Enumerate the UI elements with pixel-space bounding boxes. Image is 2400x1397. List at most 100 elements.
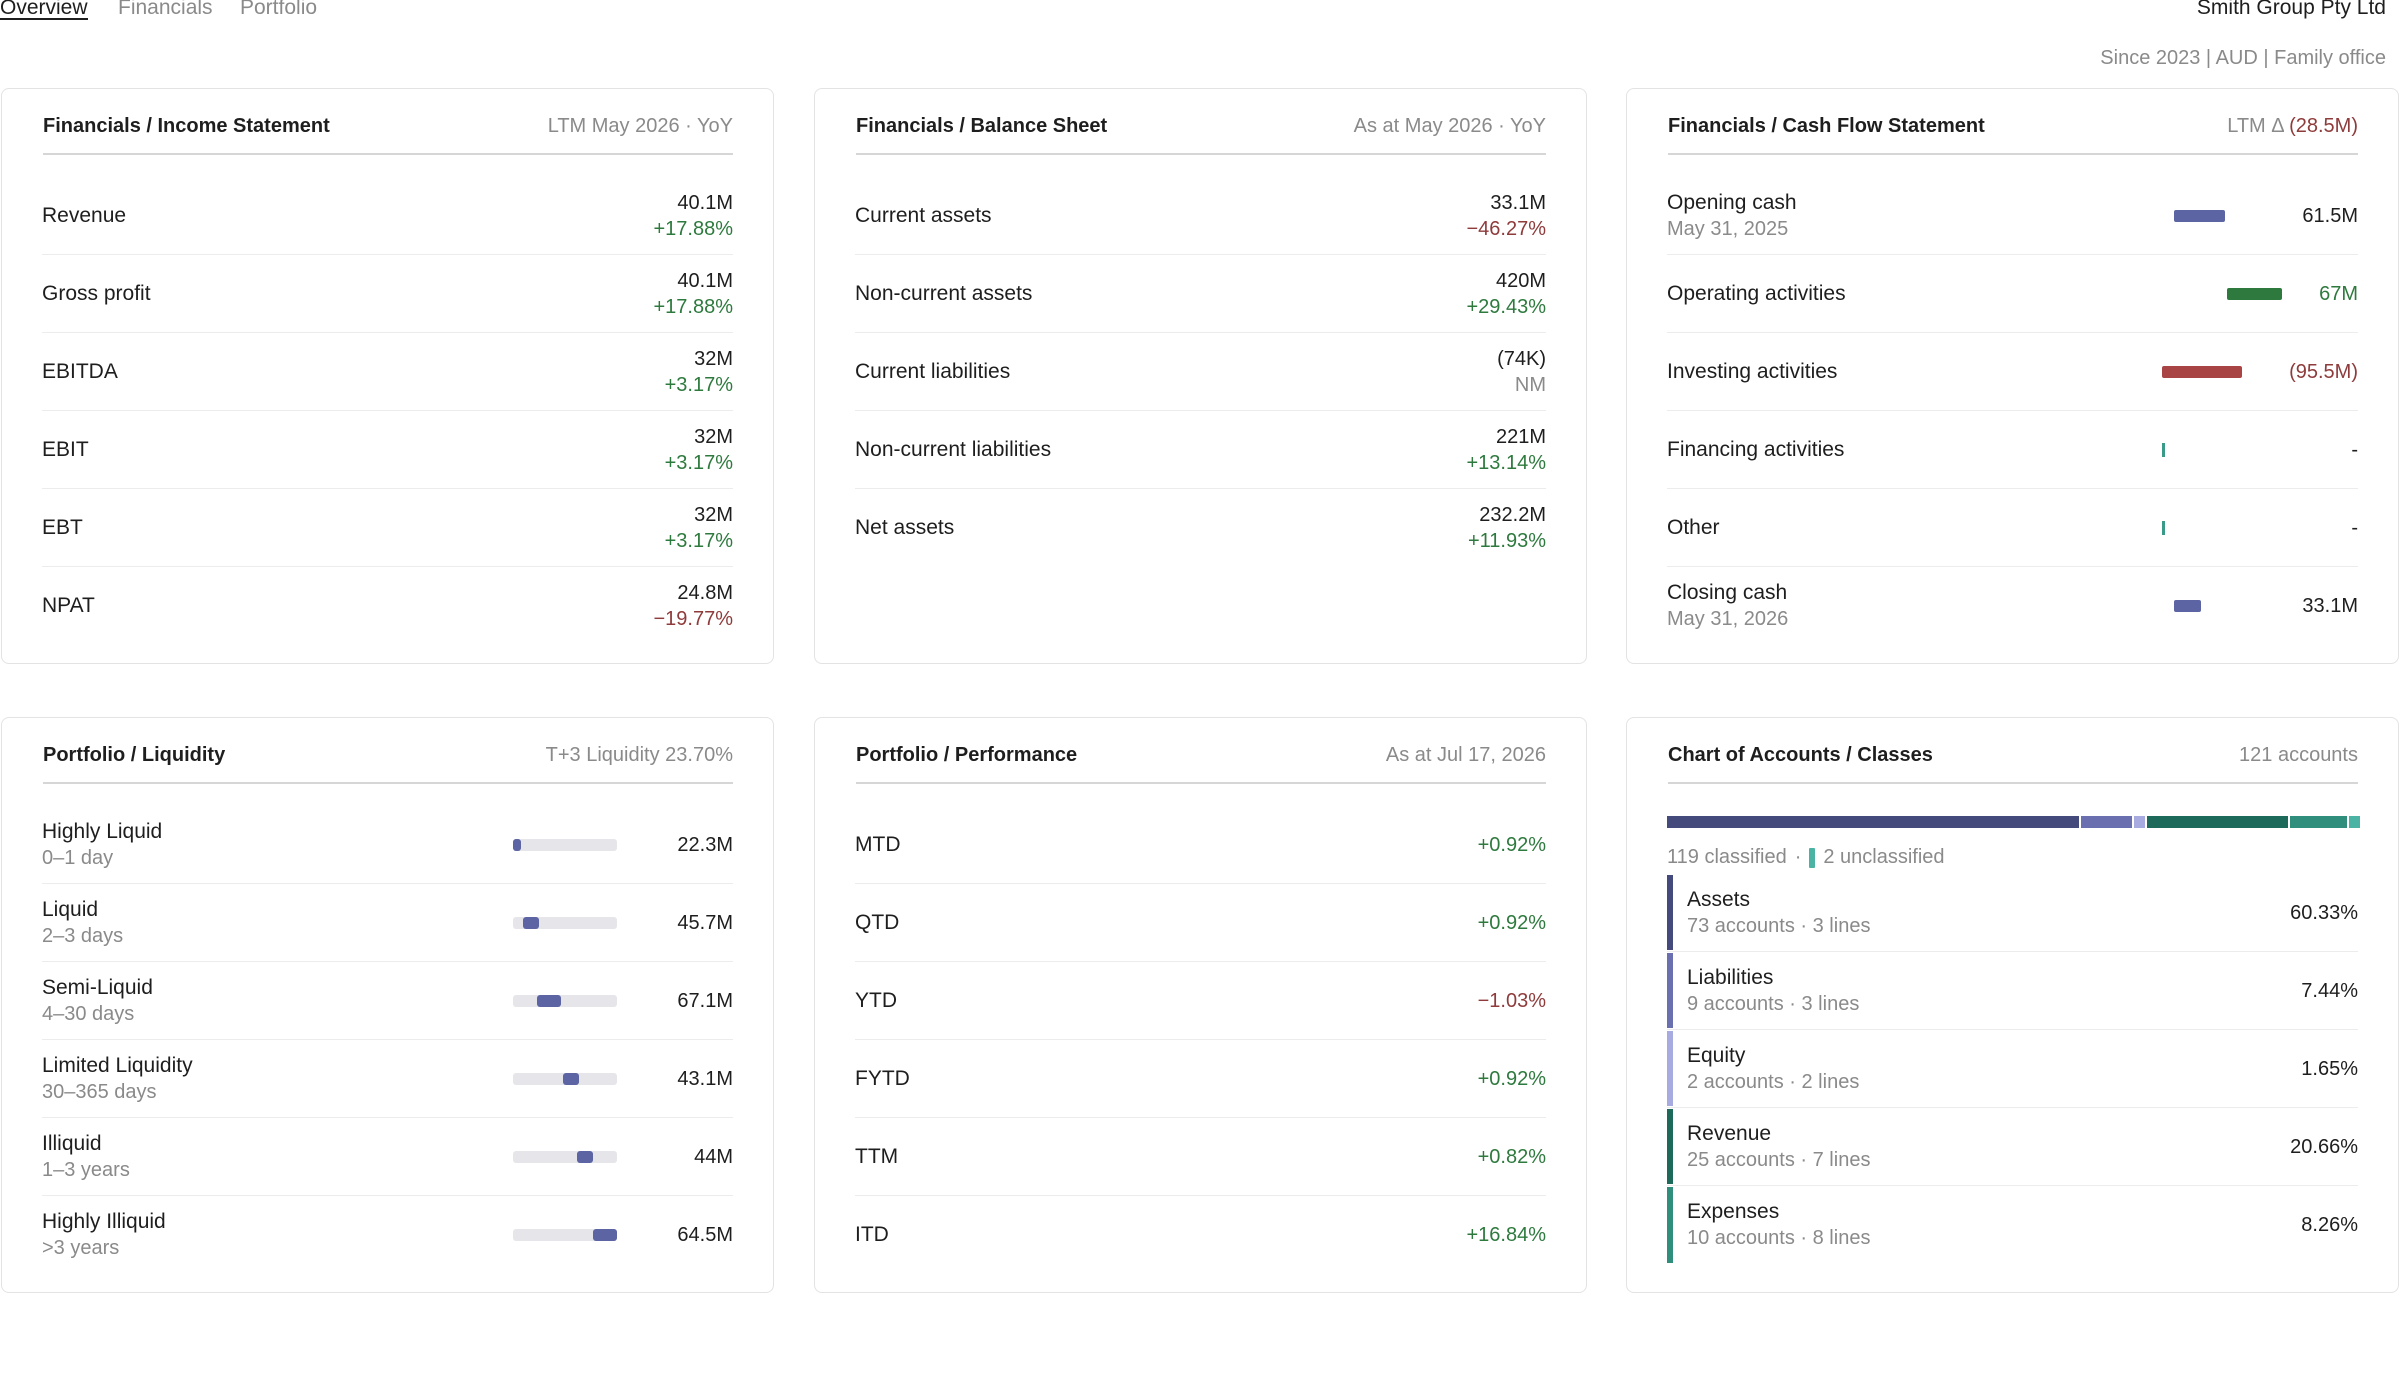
class-label-group: Equity 2 accounts · 2 lines [1687, 1043, 1859, 1095]
line-item-values: (74K) NM [1497, 346, 1546, 398]
line-item-amount: 232.2M [1479, 504, 1546, 526]
performance-row[interactable]: MTD +0.92% [855, 806, 1546, 884]
liquidity-horizon: 30–365 days [42, 1080, 157, 1103]
cash-flow-bar [2174, 210, 2225, 222]
card-period: T+3 Liquidity 23.70% [545, 744, 733, 766]
account-class-row[interactable]: Assets 73 accounts · 3 lines 60.33% [1667, 874, 2358, 952]
performance-row[interactable]: ITD +16.84% [855, 1196, 1546, 1274]
cash-flow-label: Operating activities [1667, 281, 1846, 305]
card-title[interactable]: Chart of Accounts / Classes [1668, 744, 1933, 766]
top-navigation: Overview Financials Portfolio Smith Grou… [0, 0, 2400, 24]
account-class-row[interactable]: Expenses 10 accounts · 8 lines 8.26% [1667, 1186, 2358, 1264]
liquidity-row[interactable]: Highly Illiquid >3 years 64.5M [42, 1196, 733, 1274]
liquidity-row[interactable]: Limited Liquidity 30–365 days 43.1M [42, 1040, 733, 1118]
line-item-row[interactable]: Non-current liabilities 221M +13.14% [855, 411, 1546, 489]
performance-row[interactable]: FYTD +0.92% [855, 1040, 1546, 1118]
line-item-row[interactable]: Current liabilities (74K) NM [855, 333, 1546, 411]
line-item-values: 420M +29.43% [1466, 268, 1546, 320]
cash-flow-row[interactable]: Opening cash May 31, 2025 61.5M [1667, 177, 2358, 255]
balance-sheet-card: Financials / Balance Sheet As at May 202… [814, 88, 1587, 664]
line-item-amount: 32M [694, 503, 733, 526]
line-item-values: 33.1M −46.27% [1466, 190, 1546, 242]
class-color-bar [1667, 875, 1673, 950]
liquidity-bar-track [513, 995, 617, 1007]
segment-liabilities [2081, 816, 2132, 828]
line-item-values: 32M +3.17% [665, 346, 733, 398]
liquidity-bar-track [513, 917, 617, 929]
liquidity-amount: 44M [694, 1145, 733, 1168]
line-item-amount: 40.1M [677, 191, 733, 214]
line-item-row[interactable]: Net assets 232.2M +11.93% [855, 489, 1546, 567]
line-item-values: 40.1M +17.88% [653, 268, 733, 320]
card-title[interactable]: Financials / Income Statement [43, 115, 330, 137]
class-share: 60.33% [2290, 901, 2358, 924]
account-class-row[interactable]: Equity 2 accounts · 2 lines 1.65% [1667, 1030, 2358, 1108]
line-item-row[interactable]: EBITDA 32M +3.17% [42, 333, 733, 411]
cash-flow-row[interactable]: Financing activities - [1667, 411, 2358, 489]
class-details: 73 accounts · 3 lines [1687, 914, 1871, 937]
tab-portfolio[interactable]: Portfolio [240, 0, 318, 19]
liquidity-bar-track [513, 1151, 617, 1163]
net-change-value: (28.5M) [2289, 115, 2358, 137]
line-item-values: 24.8M −19.77% [653, 580, 733, 632]
line-item-row[interactable]: Revenue 40.1M +17.88% [42, 177, 733, 255]
line-item-values: 32M +3.17% [665, 502, 733, 554]
line-item-change: +3.17% [664, 373, 733, 396]
card-title[interactable]: Portfolio / Liquidity [43, 744, 226, 766]
line-item-row[interactable]: EBT 32M +3.17% [42, 489, 733, 567]
income-statement-card: Financials / Income Statement LTM May 20… [1, 88, 774, 664]
cash-flow-row[interactable]: Investing activities (95.5M) [1667, 333, 2358, 411]
unclassified-swatch [1809, 847, 1816, 868]
performance-rows: MTD +0.92% QTD +0.92% YTD −1.03% FYTD +0.92% TTM… [855, 806, 1546, 1274]
line-item-change: NM [1514, 373, 1546, 396]
line-item-row[interactable]: EBIT 32M +3.17% [42, 411, 733, 489]
line-item-row[interactable]: Current assets 33.1M −46.27% [855, 177, 1546, 255]
tab-financials[interactable]: Financials [118, 0, 213, 19]
line-item-amount: 32M [694, 347, 733, 370]
class-details: 10 accounts · 8 lines [1687, 1227, 1871, 1249]
income-rows: Revenue 40.1M +17.88% Gross profit 40.1M +17.… [42, 177, 733, 645]
liquidity-amount: 22.3M [677, 833, 733, 856]
cash-flow-label: Investing activities [1667, 359, 1838, 383]
line-item-amount: 32M [694, 425, 733, 448]
card-title[interactable]: Financials / Balance Sheet [856, 115, 1108, 137]
unclassified-count[interactable]: 2 unclassified [1823, 846, 1945, 868]
line-item-row[interactable]: Gross profit 40.1M +17.88% [42, 255, 733, 333]
line-item-label: Current liabilities [855, 359, 1011, 383]
performance-return: +0.82% [1477, 1145, 1546, 1168]
liquidity-row[interactable]: Illiquid 1–3 years 44M [42, 1118, 733, 1196]
cash-flow-row[interactable]: Other - [1667, 489, 2358, 567]
cash-flow-label: Opening cash [1667, 190, 1797, 214]
line-item-row[interactable]: NPAT 24.8M −19.77% [42, 567, 733, 645]
performance-row[interactable]: TTM +0.82% [855, 1118, 1546, 1196]
performance-row[interactable]: YTD −1.03% [855, 962, 1546, 1040]
performance-period: TTM [855, 1144, 899, 1168]
class-color-bar [1667, 953, 1673, 1028]
cash-flow-row[interactable]: Closing cash May 31, 2026 33.1M [1667, 567, 2358, 645]
line-item-change: +17.88% [653, 217, 733, 240]
line-item-amount: 24.8M [677, 582, 733, 604]
performance-return: −1.03% [1477, 989, 1546, 1012]
line-item-amount: 420M [1495, 269, 1546, 292]
cash-flow-bar [2162, 366, 2242, 378]
line-item-change: +29.43% [1466, 295, 1546, 318]
performance-return: +0.92% [1477, 1067, 1546, 1090]
performance-row[interactable]: QTD +0.92% [855, 884, 1546, 962]
liquidity-bar-fill [537, 995, 561, 1007]
entity-name[interactable]: Smith Group Pty Ltd [2196, 0, 2386, 19]
card-title[interactable]: Financials / Cash Flow Statement [1668, 115, 1985, 137]
liquidity-row[interactable]: Semi-Liquid 4–30 days 67.1M [42, 962, 733, 1040]
liquidity-row[interactable]: Liquid 2–3 days 45.7M [42, 884, 733, 962]
line-item-row[interactable]: Non-current assets 420M +29.43% [855, 255, 1546, 333]
liquidity-label-group: Liquid 2–3 days [42, 897, 123, 949]
account-class-row[interactable]: Revenue 25 accounts · 7 lines 20.66% [1667, 1108, 2358, 1186]
liquidity-amount: 45.7M [677, 911, 733, 934]
cash-flow-row[interactable]: Operating activities 67M [1667, 255, 2358, 333]
card-period: As at Jul 17, 2026 [1385, 744, 1546, 766]
tab-overview[interactable]: Overview [0, 0, 88, 20]
cash-flow-amount: - [2351, 516, 2358, 539]
liquidity-horizon: 2–3 days [42, 924, 124, 947]
account-class-row[interactable]: Liabilities 9 accounts · 3 lines 7.44% [1667, 952, 2358, 1030]
liquidity-row[interactable]: Highly Liquid 0–1 day 22.3M [42, 806, 733, 884]
card-title[interactable]: Portfolio / Performance [856, 744, 1078, 766]
